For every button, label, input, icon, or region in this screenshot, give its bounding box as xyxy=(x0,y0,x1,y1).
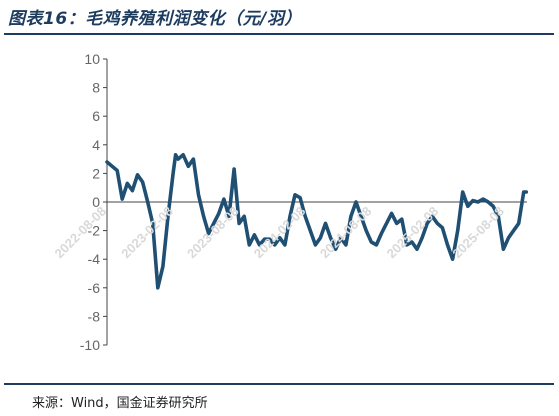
footer-divider xyxy=(4,383,554,385)
chart-title: 图表16：毛鸡养殖利润变化（元/羽） xyxy=(8,9,302,29)
y-tick-label: 0 xyxy=(92,194,100,210)
x-tick-label: 2024-02-08 xyxy=(251,204,309,262)
profit-series-line xyxy=(105,153,529,290)
y-tick-label: 2 xyxy=(92,165,100,181)
y-tick-label: -10 xyxy=(80,337,100,353)
y-tick-label: 10 xyxy=(84,51,100,67)
y-axis-ticks: 10 8 6 4 2 0 -2 -4 -6 -8 -10 xyxy=(80,51,100,353)
y-tick-label: -8 xyxy=(88,308,101,324)
source-note: 来源：Wind，国金证券研究所 xyxy=(32,396,208,411)
axes xyxy=(103,58,527,346)
y-tick-label: 6 xyxy=(92,108,100,124)
x-axis-ticks: 2022-08-08 2023-02-08 2023-08-08 2024-02-08… xyxy=(51,204,506,262)
x-tick-label: 2023-08-08 xyxy=(184,204,242,262)
y-tick-label: -4 xyxy=(88,251,101,267)
y-tick-label: 4 xyxy=(92,137,100,153)
y-tick-label: -2 xyxy=(88,223,101,239)
y-tick-label: 8 xyxy=(92,80,100,96)
y-tick-label: -6 xyxy=(88,280,101,296)
x-tick-label: 2022-08-08 xyxy=(51,204,109,262)
title-divider xyxy=(4,33,554,35)
